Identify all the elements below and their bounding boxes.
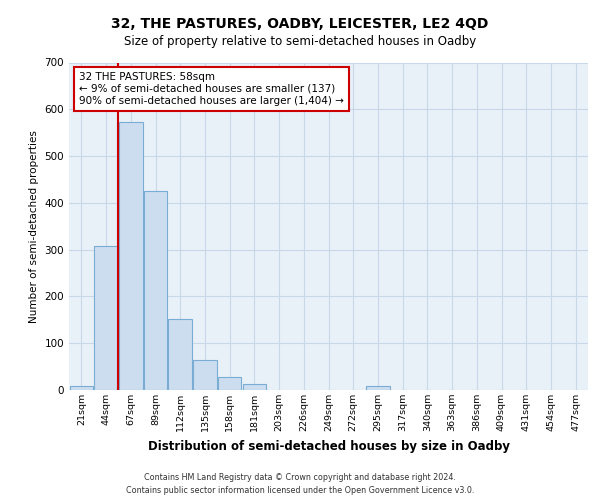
Bar [366,386,389,390]
Text: Size of property relative to semi-detached houses in Oadby: Size of property relative to semi-detach… [124,35,476,48]
Bar [144,191,167,390]
Bar [218,377,241,390]
Y-axis label: Number of semi-detached properties: Number of semi-detached properties [29,130,39,322]
Bar [70,386,93,390]
Bar [242,384,266,390]
Text: 32 THE PASTURES: 58sqm
← 9% of semi-detached houses are smaller (137)
90% of sem: 32 THE PASTURES: 58sqm ← 9% of semi-deta… [79,72,344,106]
X-axis label: Distribution of semi-detached houses by size in Oadby: Distribution of semi-detached houses by … [148,440,509,452]
Bar [193,360,217,390]
Bar [169,319,192,390]
Bar [94,246,118,390]
Text: Contains HM Land Registry data © Crown copyright and database right 2024.
Contai: Contains HM Land Registry data © Crown c… [126,474,474,495]
Bar [119,122,143,390]
Text: 32, THE PASTURES, OADBY, LEICESTER, LE2 4QD: 32, THE PASTURES, OADBY, LEICESTER, LE2 … [112,18,488,32]
